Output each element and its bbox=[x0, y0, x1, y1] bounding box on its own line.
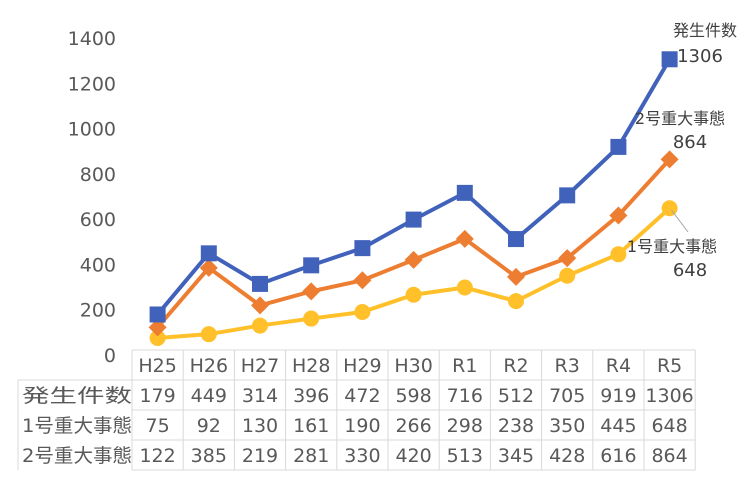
data-point-square bbox=[610, 138, 627, 155]
table-cell: 472 bbox=[344, 385, 380, 407]
x-category-label: H28 bbox=[292, 355, 330, 377]
data-point-diamond bbox=[660, 150, 679, 169]
data-point-diamond bbox=[507, 267, 525, 286]
data-point-diamond bbox=[302, 282, 321, 301]
y-tick-label: 1200 bbox=[68, 73, 116, 95]
data-point-square bbox=[303, 257, 320, 274]
data-point-square bbox=[508, 231, 524, 248]
x-category-label: R1 bbox=[452, 355, 477, 377]
data-point-circle bbox=[149, 330, 166, 347]
data-point-square bbox=[149, 306, 166, 323]
table-cell: 350 bbox=[549, 415, 585, 437]
x-category-label: R5 bbox=[657, 355, 682, 377]
table-row-header: 2号重大事態 bbox=[22, 445, 132, 467]
data-point-circle bbox=[508, 293, 524, 310]
data-point-square bbox=[200, 245, 217, 262]
table-cell: 190 bbox=[344, 415, 380, 437]
y-tick-label: 600 bbox=[80, 209, 116, 231]
table-cell: 130 bbox=[242, 415, 278, 437]
series-end-value: 1306 bbox=[677, 46, 723, 67]
y-tick-label: 800 bbox=[80, 164, 116, 186]
table-cell: 122 bbox=[139, 445, 175, 467]
data-point-circle bbox=[303, 310, 320, 327]
table-cell: 219 bbox=[242, 445, 278, 467]
y-tick-label: 0 bbox=[104, 345, 116, 367]
data-point-square bbox=[559, 187, 576, 204]
data-point-diamond bbox=[199, 258, 218, 277]
x-category-label: R3 bbox=[555, 355, 580, 377]
x-category-label: H26 bbox=[190, 355, 228, 377]
table-cell: 449 bbox=[191, 385, 227, 407]
table-cell: 512 bbox=[498, 385, 534, 407]
x-category-label: R2 bbox=[503, 355, 528, 377]
data-point-diamond bbox=[558, 249, 577, 268]
table-cell: 513 bbox=[447, 445, 483, 467]
data-point-diamond bbox=[455, 229, 474, 248]
series-end-value: 648 bbox=[673, 260, 707, 281]
data-point-square bbox=[405, 211, 422, 228]
table-cell: 648 bbox=[651, 415, 687, 437]
series-end-label: 2号重大事態 bbox=[635, 109, 725, 128]
table-cell: 92 bbox=[197, 415, 221, 437]
data-point-diamond bbox=[251, 296, 269, 315]
data-point-circle bbox=[456, 279, 473, 296]
data-point-diamond bbox=[353, 271, 372, 290]
table-cell: 238 bbox=[498, 415, 534, 437]
table-cell: 298 bbox=[447, 415, 483, 437]
table-row-header: 1号重大事態 bbox=[22, 415, 132, 437]
data-point-square bbox=[661, 51, 678, 68]
y-tick-label: 1000 bbox=[68, 119, 116, 141]
x-category-label: H29 bbox=[343, 355, 381, 377]
data-point-diamond bbox=[609, 206, 628, 225]
y-tick-label: 1400 bbox=[68, 28, 116, 50]
table-cell: 314 bbox=[242, 385, 278, 407]
table-row-header: 発生件数 bbox=[22, 385, 132, 407]
table-cell: 75 bbox=[146, 415, 170, 437]
series-end-value: 864 bbox=[673, 132, 707, 153]
data-point-circle bbox=[252, 317, 268, 334]
table-cell: 345 bbox=[498, 445, 534, 467]
series-end-label: 発生件数 bbox=[673, 21, 737, 40]
y-tick-label: 200 bbox=[80, 300, 116, 322]
table-cell: 161 bbox=[293, 415, 329, 437]
table-cell: 616 bbox=[600, 445, 636, 467]
series-end-label: 1号重大事態 bbox=[627, 237, 717, 256]
table-cell: 420 bbox=[395, 445, 431, 467]
series-line bbox=[157, 206, 671, 341]
x-category-label: R4 bbox=[606, 355, 631, 377]
x-category-label: H27 bbox=[241, 355, 279, 377]
table-cell: 428 bbox=[549, 445, 585, 467]
data-point-circle bbox=[354, 303, 371, 320]
data-point-circle bbox=[661, 200, 678, 217]
table-cell: 598 bbox=[395, 385, 431, 407]
data-point-diamond bbox=[148, 318, 167, 337]
data-point-square bbox=[252, 275, 268, 292]
table-cell: 705 bbox=[549, 385, 585, 407]
series-line bbox=[156, 58, 672, 316]
table-cell: 281 bbox=[293, 445, 329, 467]
table-cell: 385 bbox=[191, 445, 227, 467]
y-tick-label: 400 bbox=[80, 254, 116, 276]
data-point-circle bbox=[559, 267, 576, 284]
x-category-label: H25 bbox=[138, 355, 176, 377]
table-cell: 179 bbox=[139, 385, 175, 407]
table-cell: 716 bbox=[447, 385, 483, 407]
data-point-diamond bbox=[404, 250, 423, 269]
leader-line bbox=[671, 209, 689, 233]
table-cell: 396 bbox=[293, 385, 329, 407]
table-cell: 330 bbox=[344, 445, 380, 467]
data-point-square bbox=[456, 184, 473, 201]
data-point-circle bbox=[200, 326, 217, 343]
data-point-square bbox=[354, 240, 371, 257]
data-point-circle bbox=[405, 286, 422, 303]
x-category-label: H30 bbox=[394, 355, 432, 377]
table-cell: 1306 bbox=[645, 385, 693, 407]
data-point-circle bbox=[610, 246, 627, 263]
table-cell: 266 bbox=[395, 415, 431, 437]
table-cell: 919 bbox=[600, 385, 636, 407]
table-cell: 445 bbox=[600, 415, 636, 437]
table-cell: 864 bbox=[651, 445, 687, 467]
